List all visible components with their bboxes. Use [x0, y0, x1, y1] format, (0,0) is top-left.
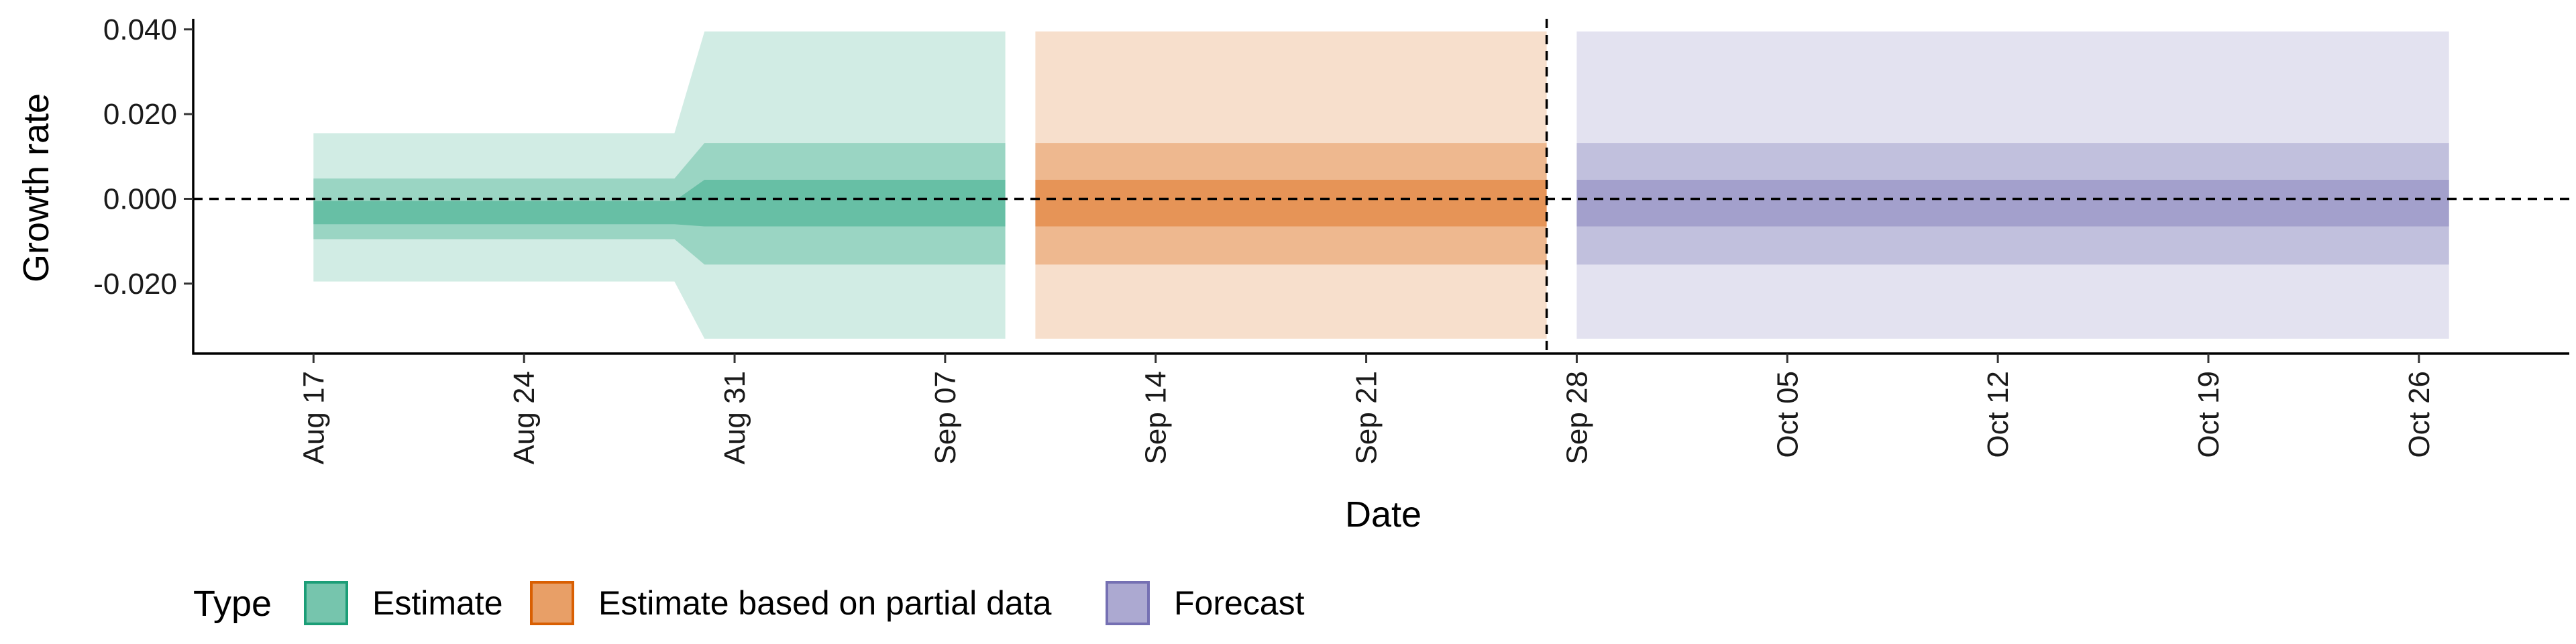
x-tick-label: Aug 31 — [718, 371, 751, 464]
band-forecast-2 — [1576, 143, 2449, 265]
legend-swatch-forecast — [1106, 581, 1150, 625]
x-tick-label: Oct 05 — [1771, 371, 1804, 458]
x-axis-title: Date — [1345, 494, 1421, 535]
band-estimate-1 — [313, 31, 1006, 339]
legend-title: Type — [193, 584, 272, 624]
band-estimate-3 — [313, 180, 1006, 227]
legend-label-estimate: Estimate — [372, 584, 503, 622]
x-tick-label: Aug 17 — [297, 371, 330, 464]
y-tick-label: 0.000 — [103, 182, 177, 215]
x-tick-label: Sep 28 — [1560, 371, 1593, 464]
x-tick-label: Sep 14 — [1140, 371, 1173, 464]
x-tick-label: Oct 26 — [2403, 371, 2436, 458]
band-estimate-2 — [313, 143, 1006, 265]
band-estimate-based-on-partial-data-2 — [1035, 143, 1547, 265]
tick-labels: -0.020 0.000 0.020 0.040 Aug 17 Aug 24 Aug 31 S… — [93, 13, 2436, 465]
x-tick-label: Aug 24 — [508, 371, 541, 464]
y-tick-label: 0.020 — [103, 98, 177, 131]
y-axis-title: Growth rate — [16, 93, 56, 282]
bands-layer — [313, 31, 2449, 339]
band-forecast-3 — [1576, 180, 2449, 227]
legend-swatch-estimate — [304, 581, 348, 625]
legend-swatch-estimate-based-on-partial-data — [530, 581, 574, 625]
y-tick-label: -0.020 — [93, 268, 177, 301]
x-tick-label: Sep 21 — [1350, 371, 1383, 464]
band-forecast-1 — [1576, 31, 2449, 339]
band-estimate-based-on-partial-data-3 — [1035, 180, 1547, 227]
axes — [184, 19, 2569, 363]
reference-lines — [193, 19, 2569, 354]
legend: Type Estimate Estimate based on partial d… — [193, 581, 1305, 625]
legend-label-forecast: Forecast — [1174, 584, 1305, 622]
x-tick-label: Sep 07 — [929, 371, 962, 464]
y-tick-label: 0.040 — [103, 13, 177, 46]
legend-label-estimate-based-on-partial-data: Estimate based on partial data — [598, 584, 1052, 622]
x-tick-label: Oct 19 — [2192, 371, 2225, 458]
band-estimate-based-on-partial-data-1 — [1035, 31, 1547, 339]
x-tick-label: Oct 12 — [1982, 371, 2015, 458]
